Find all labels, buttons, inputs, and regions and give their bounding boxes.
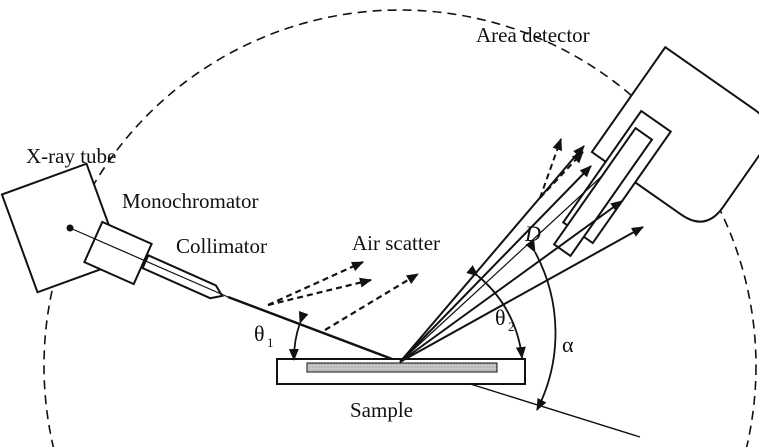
- collimator: [141, 254, 224, 300]
- theta1-symbol: θ: [254, 321, 265, 346]
- alpha-arc: [525, 239, 557, 411]
- air-scatter-arrows: [267, 260, 419, 331]
- monochromator-label: Monochromator: [122, 189, 258, 213]
- theta2-arc: [466, 265, 526, 359]
- distance-label: D: [524, 221, 541, 246]
- incident-beam: [227, 295, 401, 364]
- area-detector-label: Area detector: [476, 23, 590, 47]
- alpha-symbol: α: [562, 332, 574, 357]
- theta2-symbol: θ: [495, 305, 506, 330]
- collimator-label: Collimator: [176, 234, 267, 258]
- incident-beam-axis: [69, 227, 229, 298]
- sample: [276, 358, 526, 385]
- monochromator: [83, 220, 153, 286]
- area-detector: [552, 45, 759, 258]
- sample-label: Sample: [350, 398, 413, 422]
- detector-scatter-arrows: [539, 138, 584, 199]
- goniometer-circle: [43, 9, 757, 447]
- theta1-subscript: 1: [267, 335, 274, 350]
- xray-tube-label: X-ray tube: [26, 144, 116, 168]
- theta1-arc: [288, 310, 309, 361]
- theta2-subscript: 2: [508, 319, 515, 334]
- air-scatter-label: Air scatter: [352, 231, 440, 255]
